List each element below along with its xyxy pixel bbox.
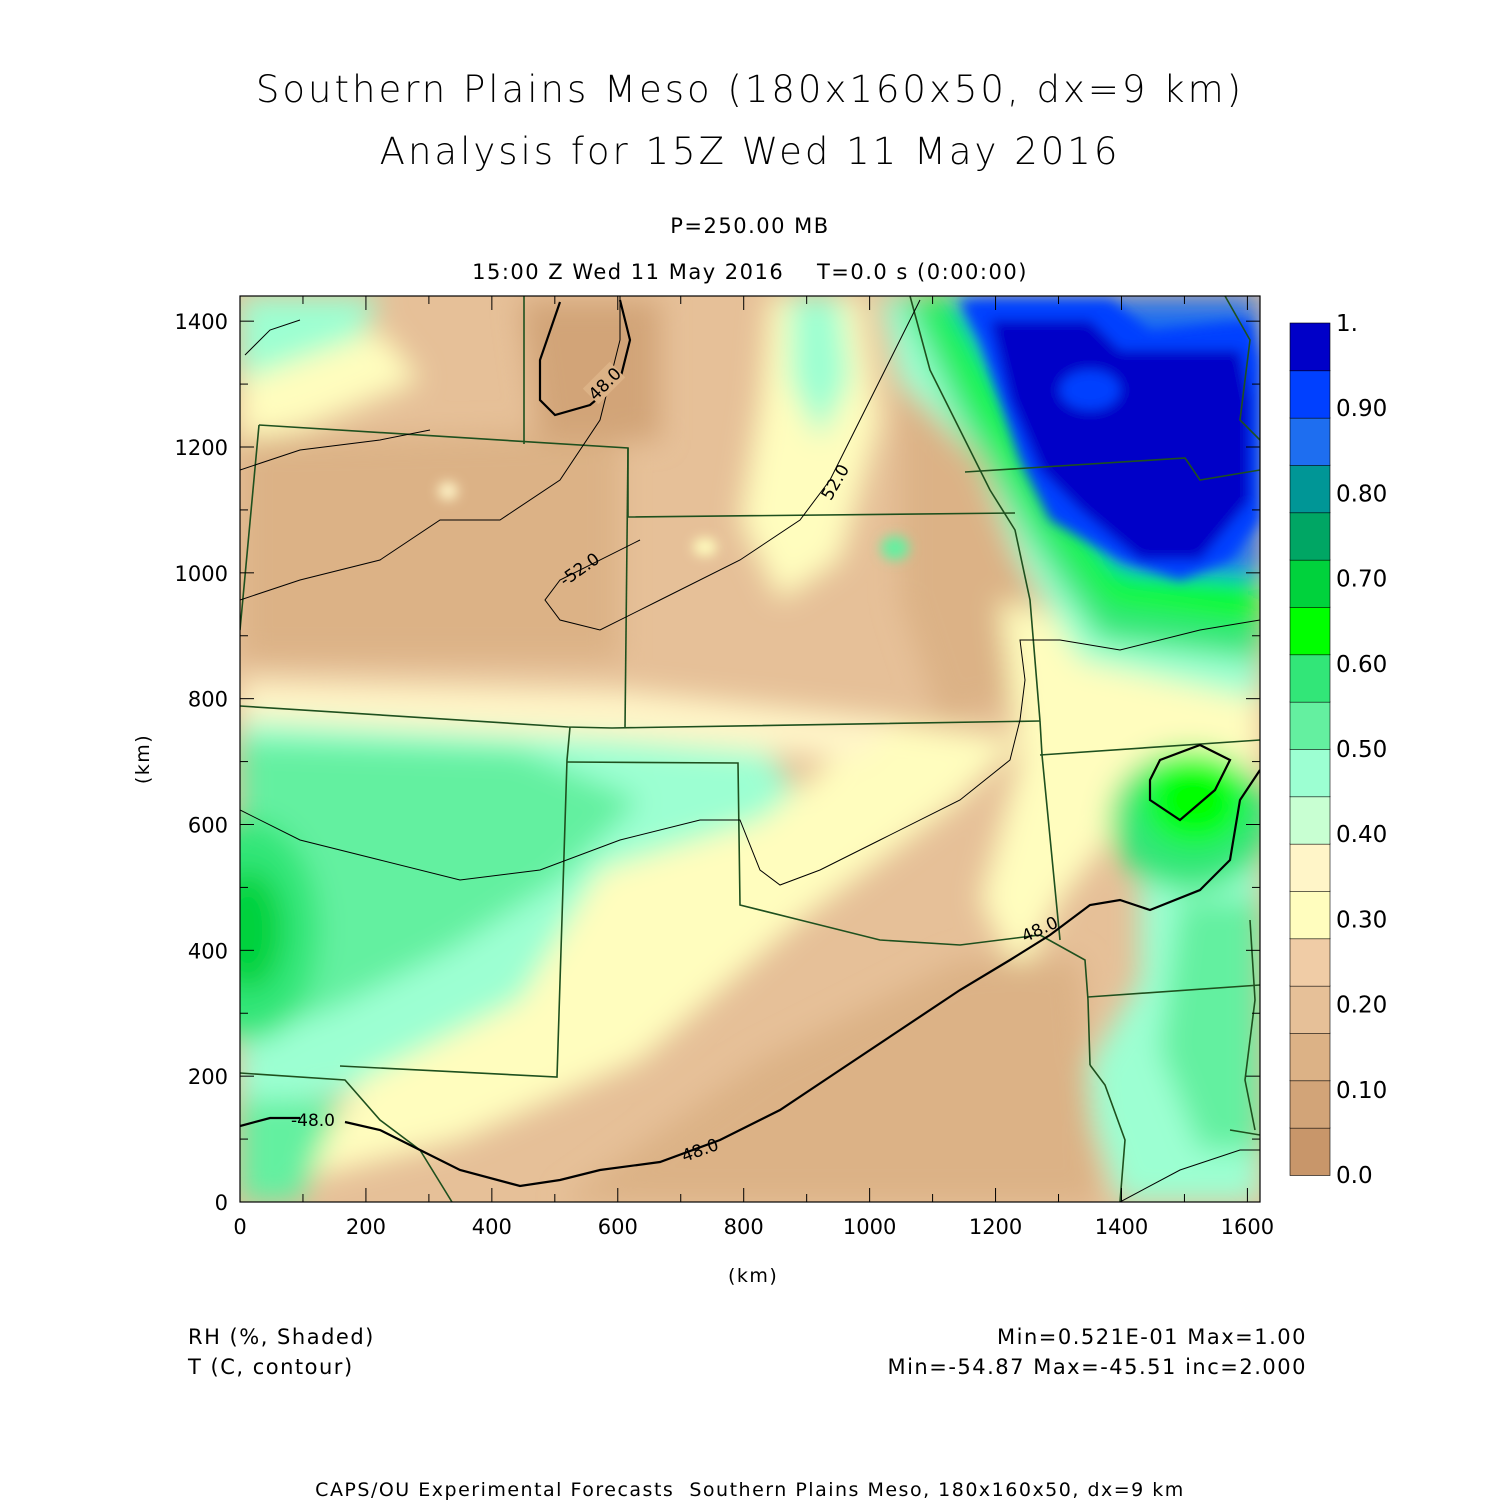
y-axis-ticks [240,320,1260,1203]
y-axis-label: (km) [132,733,155,785]
colorbar-swatch [1289,985,1331,1034]
colorbar-label: 0.90 [1336,396,1387,422]
x-tick-label: 1200 [969,1215,1022,1239]
colorbar-swatch [1289,1127,1331,1176]
x-tick-label: 1600 [1221,1215,1274,1239]
colorbar-swatch [1289,890,1331,940]
footer-caption: CAPS/OU Experimental Forecasts Southern … [315,1479,1185,1501]
pressure-level: P=250.00 MB [670,214,830,238]
colorbar-label: 0.30 [1336,907,1387,933]
colorbar-swatch [1289,1032,1331,1082]
legend-stats-contour: Min=-54.87 Max=-45.51 inc=2.000 [887,1355,1307,1379]
temperature-contours [240,296,1260,1202]
colorbar-swatch [1289,559,1331,608]
colorbar-swatch [1289,748,1331,798]
colorbar [1289,322,1331,1176]
colorbar-swatch [1289,512,1331,561]
y-tick-label: 400 [188,939,228,963]
colorbar-swatch [1289,1080,1331,1129]
y-tick-label: 0 [215,1191,228,1215]
colorbar-label: 0.50 [1336,737,1387,763]
colorbar-swatch [1289,322,1331,372]
legend-field-contour: T (C, contour) [188,1355,354,1379]
x-axis-label: (km) [728,1265,779,1287]
y-tick-label: 1200 [175,436,228,460]
colorbar-label: 0.60 [1336,652,1387,678]
x-tick-label: 600 [598,1215,638,1239]
colorbar-label: 0.10 [1336,1078,1387,1104]
y-tick-label: 1400 [175,310,228,334]
y-tick-label: 600 [188,814,228,838]
rh-shading [240,296,1260,1202]
plot-frame [239,295,1261,1203]
valid-time: 15:00 Z Wed 11 May 2016 T=0.0 s (0:00:00… [472,260,1028,284]
x-tick-label: 1000 [843,1215,896,1239]
y-axis-tick-labels: 0 200 400 600 800 1000 1200 1400 [175,310,228,1215]
colorbar-swatch [1289,417,1331,466]
colorbar-swatch [1289,938,1331,987]
colorbar-label: 0.20 [1336,993,1387,1019]
y-tick-label: 1000 [175,562,228,586]
colorbar-swatch [1289,843,1331,892]
colorbar-label: 0.70 [1336,567,1387,593]
contour-label-48-southwest: -48.0 [291,1111,335,1131]
map-title-line1: Southern Plains Meso (180x160x50, dx=9 k… [255,68,1245,111]
colorbar-swatch [1289,606,1331,656]
y-tick-label: 200 [188,1065,228,1089]
legend-stats-shaded: Min=0.521E-01 Max=1.00 [997,1325,1307,1349]
colorbar-label: 0.40 [1336,822,1387,848]
colorbar-labels: 1. 0.90 0.80 0.70 0.60 0.50 0.40 0.30 0.20 0.10 0.… [1336,311,1387,1189]
colorbar-label: 0.80 [1336,481,1387,507]
x-tick-label: 800 [724,1215,764,1239]
state-boundaries [240,296,1260,1202]
legend-field-shaded: RH (%, Shaded) [188,1325,375,1349]
colorbar-swatch [1289,654,1331,703]
x-tick-label: 400 [472,1215,512,1239]
y-tick-label: 800 [188,688,228,712]
x-axis-ticks [239,296,1248,1202]
colorbar-label: 0.0 [1336,1163,1373,1189]
x-tick-label: 1400 [1095,1215,1148,1239]
colorbar-label: 1. [1336,311,1358,337]
x-tick-label: 0 [233,1215,246,1239]
colorbar-swatch [1289,464,1331,514]
colorbar-swatch [1289,701,1331,750]
colorbar-swatch [1289,796,1331,845]
map-title-line2: Analysis for 15Z Wed 11 May 2016 [379,130,1121,173]
x-axis-tick-labels: 0 200 400 600 800 1000 1200 1400 1600 [233,1215,1274,1239]
colorbar-swatch [1289,370,1331,419]
x-tick-label: 200 [346,1215,386,1239]
